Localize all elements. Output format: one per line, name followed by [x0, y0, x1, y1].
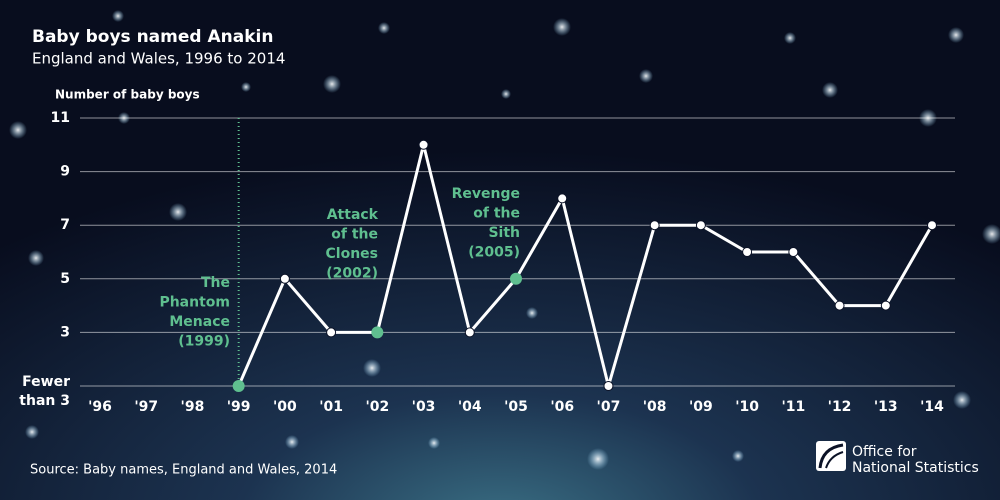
data-point [603, 381, 614, 391]
annotation-text: (2002) [326, 266, 378, 282]
annotation-text: of the [473, 206, 520, 222]
y-tick-label: 9 [60, 164, 70, 180]
x-tick-label: '04 [458, 399, 482, 415]
annotation-text: Phantom [159, 295, 230, 311]
x-tick-label: '14 [920, 399, 944, 415]
annotation-text: Attack [327, 207, 379, 223]
chart-title: Baby boys named Anakin [32, 27, 273, 47]
x-tick-label: '05 [504, 399, 528, 415]
annotation-text: (2005) [468, 245, 520, 261]
y-tick-label: Fewer than 3 [14, 374, 70, 409]
x-tick-label: '13 [874, 399, 898, 415]
source: Source: Baby names, England and Wales, 2… [30, 463, 337, 478]
series-line [237, 143, 934, 388]
annotation-text: Menace [169, 314, 230, 330]
chart-subtitle: England and Wales, 1996 to 2014 [32, 50, 285, 68]
y-axis-label: Number of baby boys [55, 88, 200, 102]
y-tick-label: 11 [51, 110, 70, 126]
x-tick-label: '12 [828, 399, 852, 415]
y-tick-label: 5 [60, 271, 70, 287]
x-tick-label: '98 [181, 399, 205, 415]
y-tick-label: 7 [60, 217, 70, 233]
data-point [927, 220, 937, 231]
logo-icon [816, 441, 846, 471]
data-point [557, 193, 568, 204]
stars [9, 10, 1000, 470]
data-point [834, 300, 845, 311]
data-point [418, 139, 429, 150]
x-tick-label: '07 [597, 399, 621, 415]
data-point [510, 272, 522, 285]
annotation-text: Revenge [452, 186, 520, 202]
data-point [742, 247, 753, 257]
data-point [232, 380, 245, 392]
x-tick-label: '99 [227, 399, 251, 415]
x-tick-label: '02 [365, 399, 389, 415]
data-point [371, 326, 384, 339]
annotation-text: Sith [488, 225, 520, 241]
data-point [326, 327, 337, 338]
x-tick-label: '09 [689, 399, 713, 415]
logo-text: National Statistics [852, 460, 979, 476]
logo-text: Office for [852, 444, 917, 460]
data-point [649, 220, 660, 231]
x-tick-label: '10 [735, 399, 759, 415]
x-tick-label: '06 [550, 399, 574, 415]
x-tick-label: '97 [134, 399, 158, 415]
data-point [788, 247, 799, 257]
x-tick-label: '11 [781, 399, 805, 415]
y-tick-label: 3 [60, 324, 70, 340]
annotation-text: The [201, 275, 230, 291]
annotation-text: Clones [326, 246, 379, 262]
x-tick-label: '01 [319, 399, 343, 415]
x-tick-label: '03 [412, 399, 436, 415]
data-point [279, 273, 290, 284]
x-tick-label: '96 [88, 399, 112, 415]
annotation-text: of the [331, 227, 378, 243]
data-point [695, 220, 706, 231]
annotation-text: (1999) [178, 334, 230, 350]
x-tick-label: '08 [643, 399, 667, 415]
data-point [880, 300, 891, 311]
x-tick-label: '00 [273, 399, 297, 415]
data-point [464, 327, 475, 338]
